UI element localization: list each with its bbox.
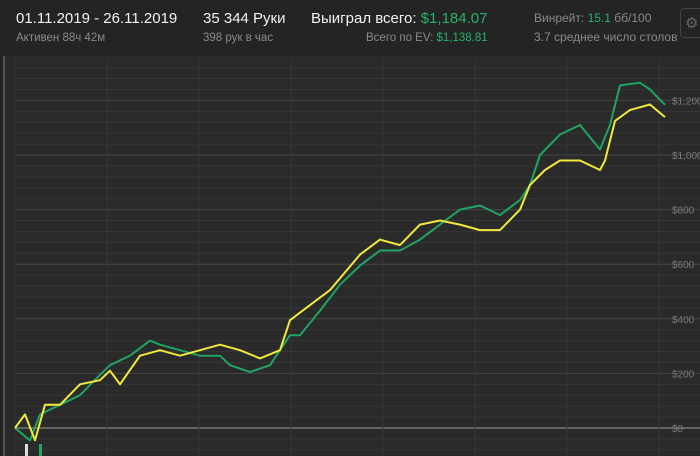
ev-value: $1,138.81 bbox=[436, 32, 488, 44]
y-tick-label: $400 bbox=[672, 315, 695, 326]
y-tick-label: $600 bbox=[672, 260, 695, 271]
series-line-ev bbox=[14, 103, 666, 442]
y-tick-label: $1,000 bbox=[672, 151, 700, 162]
winrate-label: Винрейт: bbox=[534, 11, 585, 25]
y-tick-label: $200 bbox=[672, 369, 695, 380]
ev-total: Всего по EV: $1,138.81 bbox=[366, 32, 488, 44]
series-line-won bbox=[14, 81, 666, 442]
avg-tables: 3.7 среднее число столов bbox=[534, 30, 678, 44]
won-total: Выиграл всего: $1,184.07 bbox=[311, 10, 487, 27]
hands-per-hour: 398 рук в час bbox=[203, 32, 274, 44]
legend-marker-green bbox=[39, 444, 42, 456]
hands-count: 35 344 Руки bbox=[203, 10, 286, 27]
winrate: Винрейт: 15.1 бб/100 bbox=[534, 11, 651, 25]
ev-label: Всего по EV: bbox=[366, 32, 434, 44]
winrate-unit: бб/100 bbox=[614, 11, 652, 25]
winrate-value: 15.1 bbox=[587, 11, 611, 25]
chart-panel: $0 $200 $400 $600 $800 $1,000 $1,200 bbox=[3, 56, 700, 456]
won-label: Выиграл всего: bbox=[311, 10, 417, 27]
stats-header: 01.11.2019 - 26.11.2019 Активен 88ч 42м … bbox=[0, 0, 700, 56]
date-range[interactable]: 01.11.2019 - 26.11.2019 bbox=[16, 10, 178, 27]
y-tick-label: $1,200 bbox=[672, 96, 700, 107]
gear-icon[interactable]: ⚙ bbox=[680, 8, 700, 38]
y-tick-label: $800 bbox=[672, 206, 695, 217]
active-time: Активен 88ч 42м bbox=[16, 32, 106, 44]
winnings-chart: $0 $200 $400 $600 $800 $1,000 $1,200 bbox=[14, 58, 700, 456]
won-value: $1,184.07 bbox=[420, 10, 488, 27]
y-tick-label: $0 bbox=[672, 424, 684, 435]
legend-marker-white bbox=[25, 444, 28, 456]
